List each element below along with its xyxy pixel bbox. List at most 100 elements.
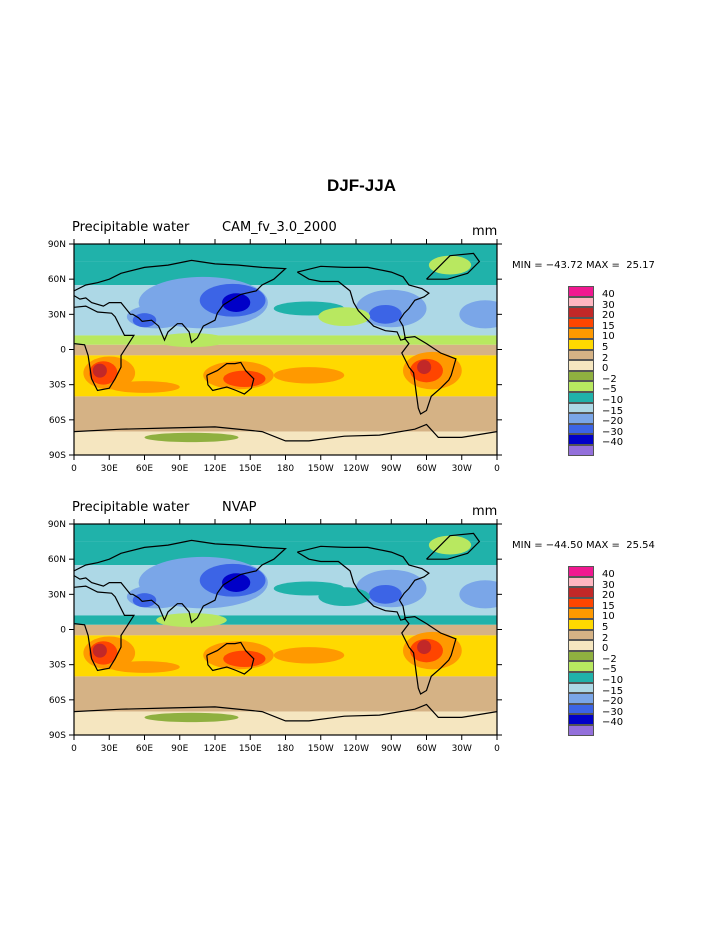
legend-swatch	[568, 566, 594, 577]
legend-swatch	[568, 587, 594, 598]
field-blue-arabia	[132, 593, 157, 608]
legend-level-label: −5	[602, 384, 617, 396]
legend-level-label: −5	[602, 664, 617, 676]
variable-label: Precipitable water	[72, 220, 190, 235]
lon-tick-label: 120E	[204, 744, 227, 754]
field-antarctic	[74, 431, 497, 455]
lon-tick-label: 30W	[452, 464, 472, 474]
lat-tick-label: 60N	[48, 555, 66, 565]
lon-tick-label: 150E	[239, 464, 262, 474]
field-green-pacific	[318, 587, 371, 607]
legend-swatch	[568, 724, 594, 736]
field-darkred-samerica	[417, 360, 432, 375]
field-blue-atlantic	[459, 580, 497, 609]
legend-swatch	[568, 693, 594, 704]
legend-swatch	[568, 413, 594, 424]
panel-cam: Precipitable water CAM_fv_3.0_2000 mm MI…	[0, 216, 723, 478]
main-title: DJF-JJA	[327, 176, 396, 195]
legend-swatch	[568, 381, 594, 392]
case-label: CAM_fv_3.0_2000	[222, 220, 337, 235]
legend-level-label: −2	[602, 653, 617, 665]
field-band-equator	[74, 624, 497, 636]
legend-swatch	[568, 370, 594, 382]
lon-tick-label: 60W	[416, 464, 436, 474]
coast-australia	[206, 361, 255, 395]
lon-tick-label: 180	[277, 744, 294, 754]
lat-tick-label: 30S	[49, 381, 66, 391]
field-band-equator-north	[74, 335, 497, 345]
lon-tick-label: 60E	[136, 744, 153, 754]
lat-tick-label: 30S	[49, 661, 66, 671]
color-legend: 40 30 20 15 10 5 2 0 −2 −5 −10 −15 −20 −30 −40	[568, 566, 623, 736]
field-band-equator-north	[74, 615, 497, 625]
lon-tick-label: 120W	[343, 464, 369, 474]
legend-swatch	[568, 286, 594, 297]
coast-samerica	[401, 615, 457, 695]
lon-tick-label: 180	[277, 464, 294, 474]
field-orange-indian	[109, 381, 180, 393]
legend-level-label: −2	[602, 373, 617, 385]
legend-swatch	[568, 391, 594, 403]
legend-level-label: 30	[602, 579, 615, 591]
lat-tick-label: 30N	[48, 590, 66, 600]
contour-field	[74, 524, 497, 735]
legend-swatch	[568, 444, 594, 456]
legend-swatch	[568, 661, 594, 672]
coast-namerica	[296, 545, 430, 621]
legend-swatch	[568, 360, 594, 371]
coast-africa	[74, 585, 136, 672]
field-blue-namerica-core	[368, 584, 402, 604]
legend-swatch	[568, 338, 594, 350]
coast-australia	[206, 641, 255, 675]
legend-level-label: 2	[602, 352, 609, 364]
legend-level-label: −15	[602, 685, 624, 697]
lon-tick-label: 0	[71, 464, 77, 474]
coast-eurasia	[74, 539, 287, 624]
legend-level-label: 40	[602, 289, 615, 300]
legend-level-label: −40	[602, 437, 624, 449]
field-green-greenland	[428, 535, 472, 555]
lon-tick-label: 150E	[239, 744, 262, 754]
lat-tick-label: 60N	[48, 275, 66, 285]
legend-level-label: −30	[602, 706, 624, 718]
lon-tick-label: 150W	[308, 744, 334, 754]
legend-level-label: 15	[602, 320, 615, 332]
field-orange-spcz	[273, 367, 345, 384]
color-legend: 40 30 20 15 10 5 2 0 −2 −5 −10 −15 −20 −30 −40	[568, 286, 623, 456]
contour-map: 90N 60N 30N 0 30S 60S 90S 0 30E 60E 90E 120E 150E 180…	[48, 519, 502, 754]
coast-greenland	[426, 532, 481, 560]
coast-samerica	[401, 335, 457, 415]
legend-swatch	[568, 317, 594, 329]
field-deepblue-asia	[222, 573, 251, 592]
field-orange-spcz	[273, 647, 345, 664]
legend-level-label: 10	[602, 611, 615, 623]
field-arctic	[74, 524, 497, 542]
legend-level-label: 30	[602, 299, 615, 311]
units-label: mm	[472, 504, 498, 519]
lon-tick-label: 90E	[171, 464, 188, 474]
field-red-australia	[223, 370, 266, 388]
panel-nvap: Precipitable water NVAP mm MIN = −44.50 …	[0, 496, 723, 758]
legend-swatch	[568, 423, 594, 435]
field-band-equator	[74, 344, 497, 356]
legend-level-label: −20	[602, 416, 624, 428]
legend-level-label: 15	[602, 600, 615, 612]
lon-tick-label: 30W	[452, 744, 472, 754]
coast-antarctica	[74, 703, 497, 722]
legend-level-label: 0	[602, 363, 609, 375]
legend-swatch	[568, 682, 594, 694]
lat-tick-label: 90N	[48, 520, 66, 530]
field-deepblue-asia	[222, 293, 251, 312]
field-band-south	[74, 396, 497, 432]
units-label: mm	[472, 224, 498, 239]
legend-swatch	[568, 650, 594, 662]
field-blue-atlantic	[459, 300, 497, 329]
lat-tick-label: 0	[60, 626, 66, 636]
coast-africa	[74, 305, 136, 392]
field-darkred-africa	[92, 643, 107, 658]
legend-level-label: 0	[602, 643, 609, 655]
lat-tick-label: 90N	[48, 240, 66, 250]
legend-swatch	[568, 597, 594, 609]
coast-greenland	[426, 252, 481, 280]
field-red-australia	[223, 650, 266, 668]
